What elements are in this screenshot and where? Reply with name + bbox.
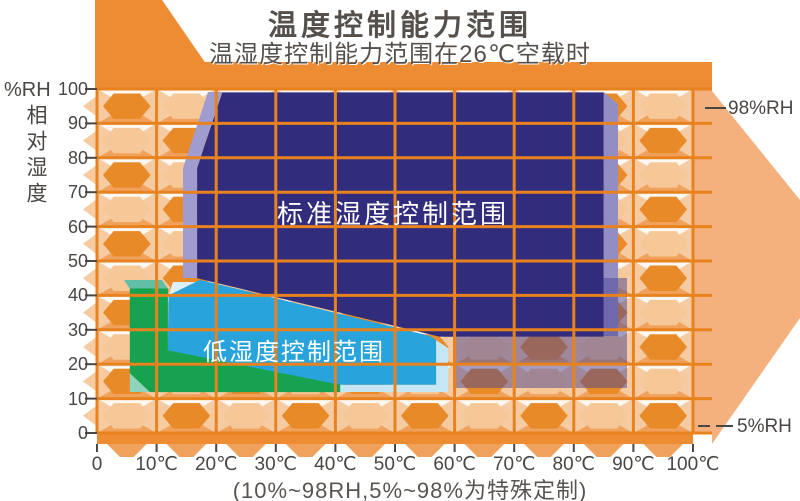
y-tick-label: 100 [57,79,88,99]
chart-footnote: (10%~98RH,5%~98%为特殊定制) [232,478,588,501]
arrow-head [712,91,800,444]
y-tick-label: 80 [67,147,88,168]
x-tick-label: 30℃ [254,454,298,475]
region-green [129,288,341,393]
y-tick-label: 0 [77,423,88,443]
x-tick-label: 0 [91,454,103,475]
x-tick-label: 90℃ [612,454,655,475]
low-range-label: 低湿度控制范围 [203,339,385,366]
right-label-98rh: 98%RH [728,98,794,119]
x-tick-label: 80℃ [552,454,596,475]
region-standard-humidity [197,92,604,337]
y-axis-title-vertical: 相对湿度 [24,104,47,208]
grid-lines [95,87,712,435]
y-tick-label: 60 [67,216,88,237]
y-tick-label: 10 [67,388,88,409]
region-low-humidity [167,279,437,385]
standard-range-label: 标准湿度控制范围 [277,199,510,229]
x-tick-label: 10℃ [135,454,178,475]
data-regions [124,92,627,393]
y-tick-label: 50 [67,251,88,271]
y-tick-label: 20 [67,354,88,375]
x-tick-label: 70℃ [492,454,536,475]
x-tick-label: 50℃ [373,454,417,475]
y-tick-label: 40 [67,285,88,306]
y-tick-label: 30 [67,319,88,340]
right-label-5rh: 5%RH [737,416,792,437]
chart-title: 温度控制能力范围 [267,10,532,42]
x-tick-label: 60℃ [433,454,476,475]
standard-range-shadow [453,278,627,388]
x-tick-label: 40℃ [314,454,357,475]
axis-ticks [85,88,733,452]
x-tick-label: 100℃ [666,454,720,475]
y-tick-label: 70 [67,182,88,203]
y-axis-title: %RH [4,79,51,101]
y-tick-label: 90 [67,113,88,134]
x-tick-label: 20℃ [194,454,238,475]
chart-subtitle: 温湿度控制能力范围在26℃空载时 [209,41,591,68]
